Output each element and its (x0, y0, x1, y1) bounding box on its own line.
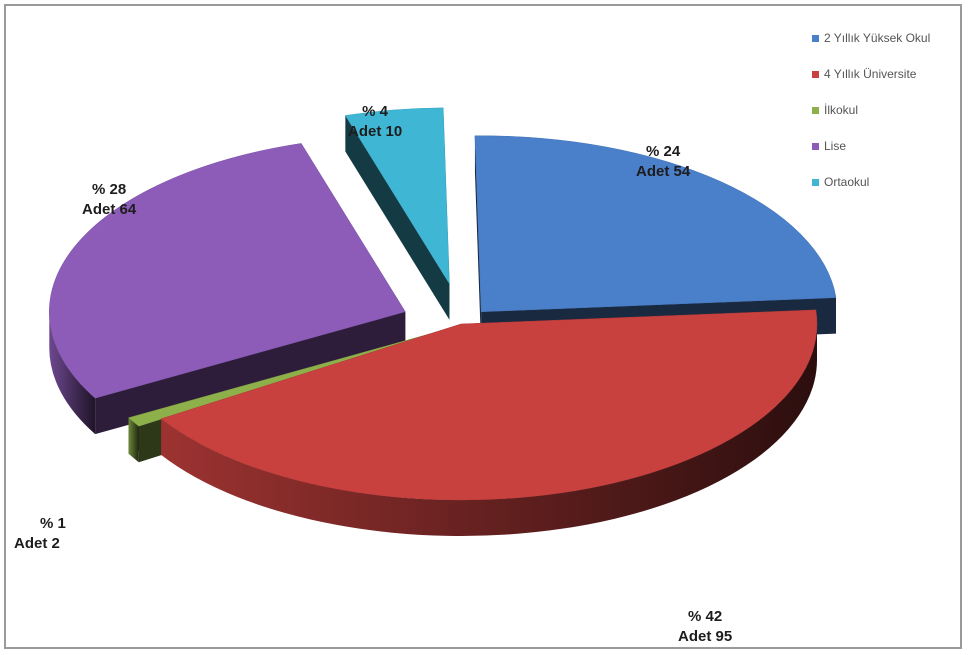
pie-chart (49, 107, 837, 537)
pie-slice (160, 309, 818, 537)
pie-slice (49, 143, 406, 435)
data-label-4-yillik: % 42 Adet 95 (678, 608, 733, 645)
data-label-ortaokul: % 4 Adet 10 (348, 103, 403, 140)
data-label-lise: % 28 Adet 64 (82, 181, 137, 218)
legend-label: 2 Yıllık Yüksek Okul (824, 31, 931, 45)
legend-swatch (812, 178, 819, 186)
legend-swatch (812, 34, 819, 42)
legend-swatch (812, 70, 819, 78)
legend-label: Ortaokul (824, 175, 870, 189)
legend-item: 4 Yıllık Üniversite (812, 66, 964, 82)
legend-label: İlkokul (824, 103, 859, 117)
data-label-ilkokul: % 1 Adet 2 (14, 515, 66, 552)
legend-item: İlkokul (812, 102, 964, 118)
legend-item: Lise (812, 138, 964, 154)
chart-frame: % 24 Adet 54 % 42 Adet 95 % 1 Adet 2 % 2… (4, 4, 962, 649)
data-label-2-yillik: % 24 Adet 54 (636, 143, 691, 180)
legend-label: 4 Yıllık Üniversite (824, 67, 917, 81)
legend-swatch (812, 106, 819, 114)
chart-legend: 2 Yıllık Yüksek Okul 4 Yıllık Üniversite… (812, 30, 964, 210)
legend-label: Lise (824, 139, 847, 153)
legend-swatch (812, 142, 819, 150)
pie-slice (344, 107, 450, 320)
legend-item: 2 Yıllık Yüksek Okul (812, 30, 964, 46)
legend-item: Ortaokul (812, 174, 964, 190)
